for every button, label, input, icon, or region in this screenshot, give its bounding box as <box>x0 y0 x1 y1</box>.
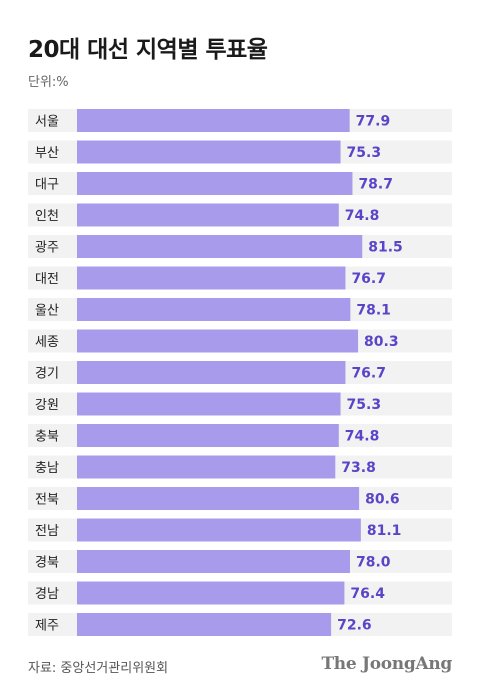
category-label: 대구 <box>35 178 59 193</box>
value-label: 75.3 <box>347 397 382 413</box>
category-label: 경북 <box>35 556 59 571</box>
category-label: 부산 <box>35 146 59 161</box>
value-label: 78.0 <box>356 555 391 571</box>
value-label: 76.4 <box>350 586 385 602</box>
category-label: 세종 <box>35 335 59 350</box>
bar-경남 <box>77 581 345 605</box>
brand-logo: The JoongAng <box>321 654 452 674</box>
value-label: 74.8 <box>345 208 380 224</box>
category-label: 경남 <box>35 587 59 602</box>
category-label: 광주 <box>35 241 59 256</box>
bar-충북 <box>77 424 339 447</box>
source-note: 자료: 중앙선거관리위원회 <box>28 661 169 676</box>
category-label: 충남 <box>35 461 59 476</box>
value-label: 80.3 <box>364 334 399 350</box>
bar-경기 <box>77 361 346 384</box>
bar-세종 <box>77 329 359 353</box>
value-label: 76.7 <box>351 366 386 382</box>
value-label: 75.3 <box>347 145 382 161</box>
category-label: 인천 <box>35 209 59 224</box>
bar-전북 <box>77 487 360 510</box>
bar-전남 <box>77 518 361 542</box>
value-label: 80.6 <box>365 492 400 508</box>
category-label: 울산 <box>35 304 59 319</box>
value-label: 78.7 <box>358 177 393 193</box>
bar-부산 <box>77 140 341 164</box>
value-label: 77.9 <box>356 114 391 130</box>
chart-title: 20대 대선 지역별 투표율 <box>28 37 268 63</box>
bar-울산 <box>77 298 351 321</box>
bar-강원 <box>77 392 341 416</box>
value-label: 72.6 <box>337 618 372 634</box>
bar-대전 <box>77 266 346 290</box>
bar-대구 <box>77 172 353 195</box>
value-label: 76.7 <box>351 271 386 287</box>
value-label: 73.8 <box>341 460 376 476</box>
category-label: 전북 <box>35 493 59 508</box>
value-label: 78.1 <box>356 303 391 319</box>
value-label: 81.1 <box>367 523 402 539</box>
category-label: 전남 <box>35 524 59 539</box>
category-label: 충북 <box>35 430 59 445</box>
category-label: 제주 <box>35 619 59 634</box>
value-label: 74.8 <box>345 429 380 445</box>
value-label: 81.5 <box>368 240 403 256</box>
bar-충남 <box>77 455 336 479</box>
bar-경북 <box>77 550 350 573</box>
bar-광주 <box>77 235 363 258</box>
category-label: 서울 <box>35 115 59 130</box>
category-label: 강원 <box>35 398 59 413</box>
unit-label: 단위:% <box>28 75 69 90</box>
category-label: 경기 <box>35 367 59 382</box>
bar-인천 <box>77 203 339 227</box>
bar-제주 <box>77 613 332 636</box>
bar-서울 <box>77 109 350 132</box>
category-label: 대전 <box>35 272 59 287</box>
